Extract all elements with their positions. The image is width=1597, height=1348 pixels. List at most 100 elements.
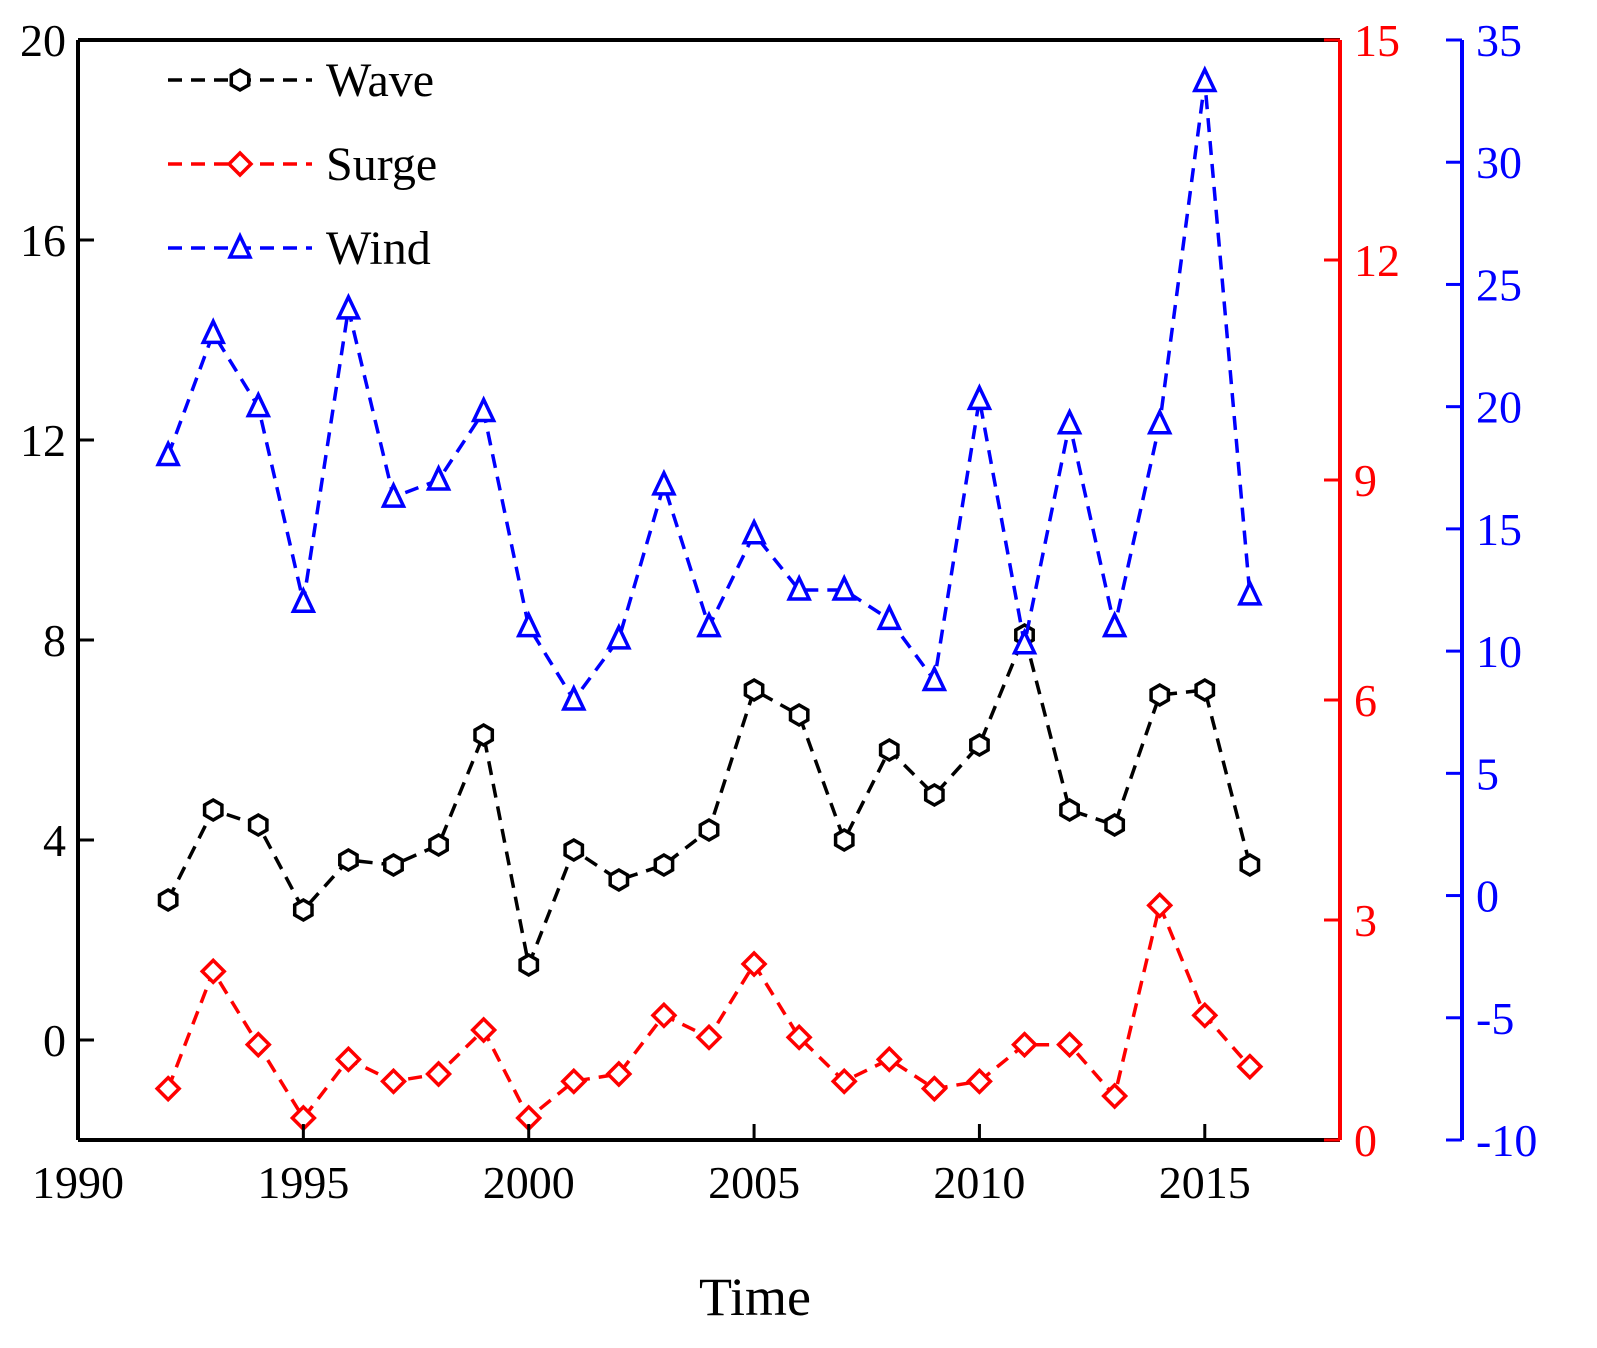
wind-y-tick-label: 20 [1476, 382, 1522, 433]
data-point-surge [425, 1060, 453, 1088]
legend-item-surge: Surge [168, 138, 437, 191]
data-point-wave [247, 812, 269, 838]
data-point-surge [920, 1075, 948, 1103]
data-point-surge [785, 1023, 813, 1051]
data-point-wind [606, 622, 632, 650]
surge-y-tick-label: 12 [1354, 235, 1400, 286]
legend: Wave Surge Wind [168, 54, 437, 275]
left-y-tick-label: 0 [43, 1015, 66, 1066]
x-tick-label: 2000 [483, 1157, 575, 1208]
legend-label: Wave [326, 54, 434, 107]
data-point-wave [923, 782, 945, 808]
data-point-wind [335, 292, 362, 320]
data-point-surge [380, 1067, 407, 1095]
data-point-wind [425, 463, 452, 491]
data-point-wind [1146, 407, 1173, 435]
data-point-wind [290, 586, 317, 613]
data-point-surge [470, 1016, 498, 1044]
left-y-tick-label: 12 [20, 415, 66, 466]
series-wave [157, 622, 1261, 978]
data-point-wave [653, 852, 675, 878]
x-tick-label: 2010 [933, 1157, 1025, 1208]
series-surge [154, 891, 1264, 1132]
x-tick-label: 1990 [32, 1157, 124, 1208]
surge-y-tick-label: 6 [1354, 675, 1377, 726]
wind-y-tick-label: 0 [1476, 871, 1499, 922]
data-point-wind [1056, 407, 1083, 435]
data-point-surge [830, 1067, 858, 1095]
wind-y-tick-label: 5 [1476, 748, 1499, 799]
data-point-wind [696, 610, 722, 638]
data-point-wave [698, 817, 720, 843]
data-point-surge [875, 1045, 903, 1073]
data-point-wind [1237, 578, 1263, 606]
left-y-tick-label: 16 [20, 215, 66, 266]
data-point-wind [200, 317, 226, 345]
data-point-surge [605, 1060, 633, 1088]
data-point-wave [788, 702, 810, 728]
data-point-surge [1101, 1082, 1129, 1110]
data-point-wind [651, 468, 677, 496]
legend-item-wave: Wave [168, 54, 434, 107]
series-line-wave [166, 629, 1252, 972]
left-y-tick-label: 20 [20, 15, 66, 66]
data-point-wave [1149, 682, 1171, 708]
data-point-wave [338, 847, 359, 873]
x-tick-label: 2005 [708, 1157, 800, 1208]
data-point-wind [741, 517, 767, 545]
legend-label: Wind [326, 222, 431, 275]
data-point-surge [560, 1067, 588, 1095]
data-point-wind [1101, 610, 1128, 638]
data-point-wind [1192, 65, 1218, 93]
x-tick-label: 2015 [1159, 1157, 1251, 1208]
data-point-wind [831, 573, 857, 601]
series-wind [155, 65, 1263, 711]
data-point-surge [1056, 1031, 1084, 1059]
data-point-wind [786, 573, 812, 601]
wind-y-tick-label: 10 [1476, 626, 1522, 677]
data-point-surge [695, 1023, 723, 1051]
wind-y-tick-label: 25 [1476, 259, 1522, 310]
legend-item-wind: Wind [168, 222, 431, 275]
data-point-wave [969, 732, 990, 758]
data-point-wind [380, 481, 407, 508]
legend-label: Surge [326, 138, 437, 191]
data-point-wind [921, 664, 948, 692]
data-point-wave [1194, 677, 1216, 703]
data-point-surge [965, 1067, 993, 1095]
data-point-wind [155, 439, 181, 467]
wind-y-tick-label: -10 [1476, 1115, 1537, 1166]
data-point-wave [833, 827, 855, 853]
data-point-wind [1011, 627, 1038, 655]
data-point-wind [470, 395, 497, 423]
data-point-wind [966, 383, 993, 411]
data-point-wave [473, 722, 495, 748]
series-layer [154, 65, 1264, 1132]
wind-y-tick-label: 30 [1476, 137, 1522, 188]
data-point-surge [650, 1001, 678, 1029]
legend-marker [226, 150, 254, 178]
data-point-wave [157, 887, 179, 913]
surge-y-tick-label: 15 [1354, 15, 1400, 66]
data-point-surge [244, 1031, 272, 1059]
data-point-wave [743, 677, 765, 703]
data-point-wind [876, 603, 903, 631]
data-point-wave [518, 952, 540, 978]
data-point-wave [563, 837, 585, 863]
legend-marker [227, 231, 253, 259]
x-axis-title: Time [699, 1267, 811, 1327]
axes-layer: 1990 1995 2000 2005 2010 20150481216200369121… [20, 15, 1537, 1208]
x-tick-label: 1995 [257, 1157, 349, 1208]
data-point-wind [245, 390, 272, 418]
data-point-wave [383, 852, 404, 878]
data-point-wave [878, 737, 900, 763]
left-y-tick-label: 8 [43, 615, 66, 666]
wind-y-tick-label: 35 [1476, 15, 1522, 66]
data-point-wave [292, 897, 314, 923]
data-point-surge [1146, 891, 1174, 919]
series-line-surge [166, 899, 1252, 1122]
surge-y-tick-label: 9 [1354, 455, 1377, 506]
data-point-wave [1239, 852, 1261, 878]
data-point-wave [1104, 812, 1126, 838]
